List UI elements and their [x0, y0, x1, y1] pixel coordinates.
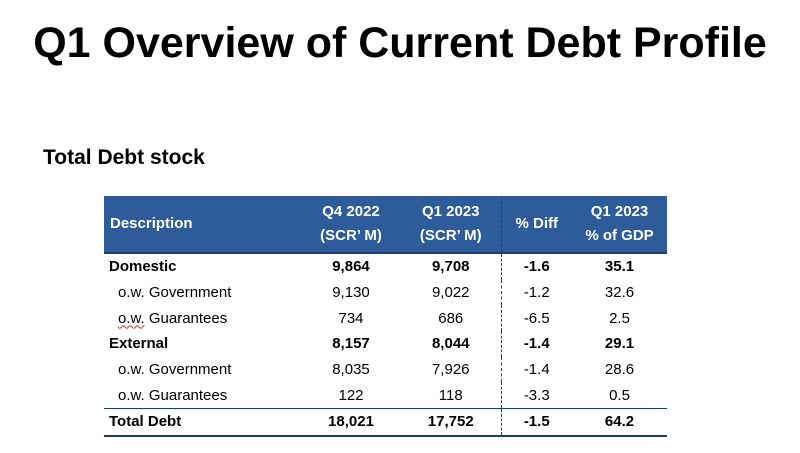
table-row-domestic-guarantees: o.w. Guarantees 734 686 -6.5 2.5	[104, 305, 667, 332]
cell-q4-2022: 122	[338, 386, 364, 404]
table-row-external-guarantees: o.w. Guarantees 122 118 -3.3 0.5	[104, 382, 667, 409]
row-description: Domestic	[104, 252, 301, 280]
cell-q1-2023: 686	[438, 309, 464, 327]
cell-pct-diff: -1.6	[500, 252, 572, 280]
page-title: Q1 Overview of Current Debt Profile	[33, 19, 767, 67]
cell-pct-diff: -1.4	[500, 331, 572, 357]
cell-pct-gdp: 29.1	[604, 335, 635, 353]
cell-q4-2022: 734	[338, 309, 364, 327]
cell-q4-2022: 8,157	[332, 335, 370, 353]
cell-pct-gdp: 0.5	[609, 386, 630, 404]
cell-q1-2023: 9,022	[431, 284, 470, 302]
cell-q4-2022: 9,864	[301, 252, 401, 280]
debt-stock-table: Description Q4 2022 (SCR’ M) Q1 2023 (SC…	[104, 196, 667, 437]
cell-pct-gdp: 64.2	[572, 408, 667, 437]
header-pct-gdp: Q1 2023 % of GDP	[572, 196, 667, 253]
cell-pct-diff: -1.5	[500, 408, 572, 437]
cell-q4-2022: 9,130	[332, 284, 370, 302]
row-description: o.w. Government	[118, 284, 232, 302]
cell-q1-2023: 17,752	[401, 408, 501, 437]
row-description-rest: Guarantees	[144, 309, 228, 327]
cell-pct-diff: -3.3	[500, 382, 572, 409]
table-header-row: Description Q4 2022 (SCR’ M) Q1 2023 (SC…	[104, 196, 667, 253]
cell-q1-2023: 118	[438, 386, 463, 404]
table-row-external-government: o.w. Government 8,035 7,926 -1.4 28.6	[104, 356, 667, 383]
cell-pct-diff: -1.2	[500, 279, 572, 306]
section-subtitle: Total Debt stock	[43, 146, 205, 169]
cell-q1-2023: 7,926	[431, 361, 470, 379]
header-q1-2023-line2: (SCR’ M)	[419, 227, 482, 244]
header-description: Description	[104, 196, 301, 253]
spellcheck-flagged-text: o.w.	[118, 309, 145, 327]
cell-q4-2022: 8,035	[332, 361, 370, 379]
table-row-domestic-government: o.w. Government 9,130 9,022 -1.2 32.6	[104, 279, 667, 306]
header-q4-2022-line2: (SCR’ M)	[320, 227, 382, 244]
cell-pct-gdp: 28.6	[604, 361, 635, 379]
table-row-domestic: Domestic 9,864 9,708 -1.6 35.1	[104, 252, 667, 280]
header-q4-2022: Q4 2022 (SCR’ M)	[301, 196, 401, 253]
header-q1-2023-line1: Q1 2023	[421, 203, 480, 220]
cell-pct-diff: -6.5	[500, 305, 572, 332]
header-q1-2023: Q1 2023 (SCR’ M)	[401, 196, 501, 253]
cell-pct-gdp: 32.6	[604, 284, 635, 302]
table-row-total-debt: Total Debt 18,021 17,752 -1.5 64.2	[104, 408, 667, 437]
row-description: o.w. Government	[118, 361, 232, 379]
row-description: o.w. Guarantees	[104, 305, 301, 331]
cell-pct-gdp: 35.1	[572, 252, 667, 280]
row-description: External	[109, 335, 169, 353]
cell-pct-gdp: 2.5	[609, 309, 630, 327]
header-q4-2022-line1: Q4 2022	[322, 203, 380, 220]
row-description: Total Debt	[104, 408, 301, 437]
header-pct-gdp-line2: % of GDP	[585, 227, 654, 244]
header-pct-diff: % Diff	[500, 196, 572, 253]
cell-pct-diff: -1.4	[500, 356, 572, 383]
cell-q1-2023: 9,708	[401, 252, 501, 280]
cell-q1-2023: 8,044	[431, 335, 470, 353]
cell-q4-2022: 18,021	[301, 408, 401, 437]
row-description: o.w. Guarantees	[118, 386, 228, 404]
table-row-external: External 8,157 8,044 -1.4 29.1	[104, 331, 667, 357]
header-pct-gdp-line1: Q1 2023	[590, 203, 649, 220]
